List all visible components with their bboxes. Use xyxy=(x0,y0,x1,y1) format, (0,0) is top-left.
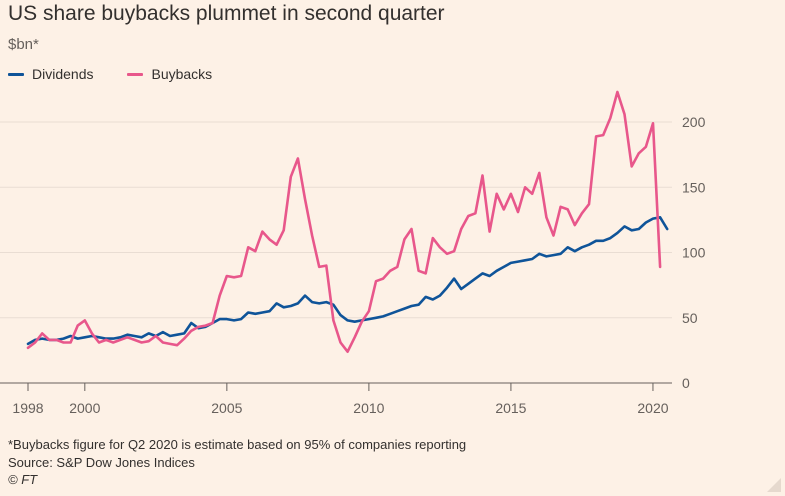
resize-corner-icon xyxy=(767,478,781,492)
source-text: Source: S&P Dow Jones Indices xyxy=(8,455,195,470)
legend-item-dividends: Dividends xyxy=(8,66,93,82)
series-line-buybacks xyxy=(26,90,662,353)
legend-item-buybacks: Buybacks xyxy=(127,66,212,82)
series-line-dividends xyxy=(26,216,669,346)
footnote: *Buybacks figure for Q2 2020 is estimate… xyxy=(8,436,466,472)
x-tick-label-2020: 2020 xyxy=(637,400,668,416)
x-tick-label-2015: 2015 xyxy=(495,400,526,416)
x-tick-label-2005: 2005 xyxy=(211,400,242,416)
legend-swatch-dividends xyxy=(8,72,24,76)
footnote-text: *Buybacks figure for Q2 2020 is estimate… xyxy=(8,437,467,452)
legend-label-dividends: Dividends xyxy=(32,66,94,82)
chart-title: US share buybacks plummet in second quar… xyxy=(8,2,445,25)
y-tick-label-200: 200 xyxy=(682,114,706,130)
y-tick-label-50: 50 xyxy=(682,310,698,326)
unit-label: $bn* xyxy=(8,36,39,53)
y-tick-label-150: 150 xyxy=(682,179,706,195)
x-tick-label-1998: 1998 xyxy=(12,400,43,416)
legend-label-buybacks: Buybacks xyxy=(151,66,213,82)
x-tick-label-2010: 2010 xyxy=(353,400,384,416)
x-tick-label-2000: 2000 xyxy=(69,400,100,416)
y-tick-label-0: 0 xyxy=(682,375,690,391)
legend-swatch-buybacks xyxy=(127,72,144,76)
legend: Dividends Buybacks xyxy=(8,66,246,82)
copyright: © FT xyxy=(8,472,38,487)
y-tick-label-100: 100 xyxy=(682,245,706,261)
